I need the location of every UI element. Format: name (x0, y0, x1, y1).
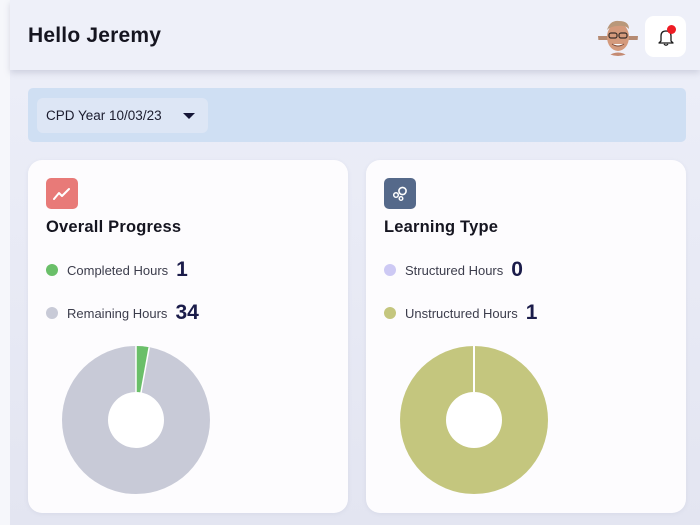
learning-type-donut-chart (400, 346, 548, 494)
legend-value: 34 (175, 301, 199, 324)
legend-dot (384, 307, 396, 319)
trend-line-icon (46, 178, 78, 209)
learning-type-card: Learning Type Structured Hours 0 Unstruc… (366, 160, 686, 513)
legend-label: Remaining Hours (67, 305, 168, 321)
legend-dot (46, 307, 58, 319)
cpd-year-value: CPD Year 10/03/23 (46, 108, 162, 123)
filter-bar: CPD Year 10/03/23 (28, 88, 686, 142)
legend-value: 1 (525, 301, 538, 324)
greeting-title: Hello Jeremy (28, 24, 162, 47)
cpd-year-dropdown[interactable]: CPD Year 10/03/23 (37, 98, 208, 133)
notifications-button[interactable] (645, 16, 686, 57)
left-edge (0, 0, 10, 525)
card-title: Overall Progress (46, 218, 182, 236)
legend-value: 0 (511, 258, 523, 281)
notification-badge (667, 25, 676, 34)
bell-icon (657, 29, 674, 46)
user-avatar[interactable] (598, 16, 638, 56)
dashboard-content: CPD Year 10/03/23 Overall Progress Compl… (10, 70, 700, 525)
overall-progress-card: Overall Progress Completed Hours 1 Remai… (28, 160, 348, 513)
legend-label: Unstructured Hours (405, 305, 518, 321)
legend-label: Completed Hours (67, 262, 169, 278)
card-title: Learning Type (384, 218, 499, 236)
legend-label: Structured Hours (405, 262, 504, 278)
legend-unstructured-hours: Unstructured Hours 1 (384, 301, 537, 325)
caret-down-icon (183, 113, 195, 119)
progress-donut-chart (62, 346, 210, 494)
avatar-photo-icon (598, 20, 638, 56)
legend-dot (384, 264, 396, 276)
legend-remaining-hours: Remaining Hours 34 (46, 301, 199, 325)
legend-value: 1 (176, 258, 188, 281)
legend-structured-hours: Structured Hours 0 (384, 258, 523, 282)
top-header: Hello Jeremy (10, 0, 700, 70)
legend-dot (46, 264, 58, 276)
legend-completed-hours: Completed Hours 1 (46, 258, 188, 282)
bubbles-icon (384, 178, 416, 209)
